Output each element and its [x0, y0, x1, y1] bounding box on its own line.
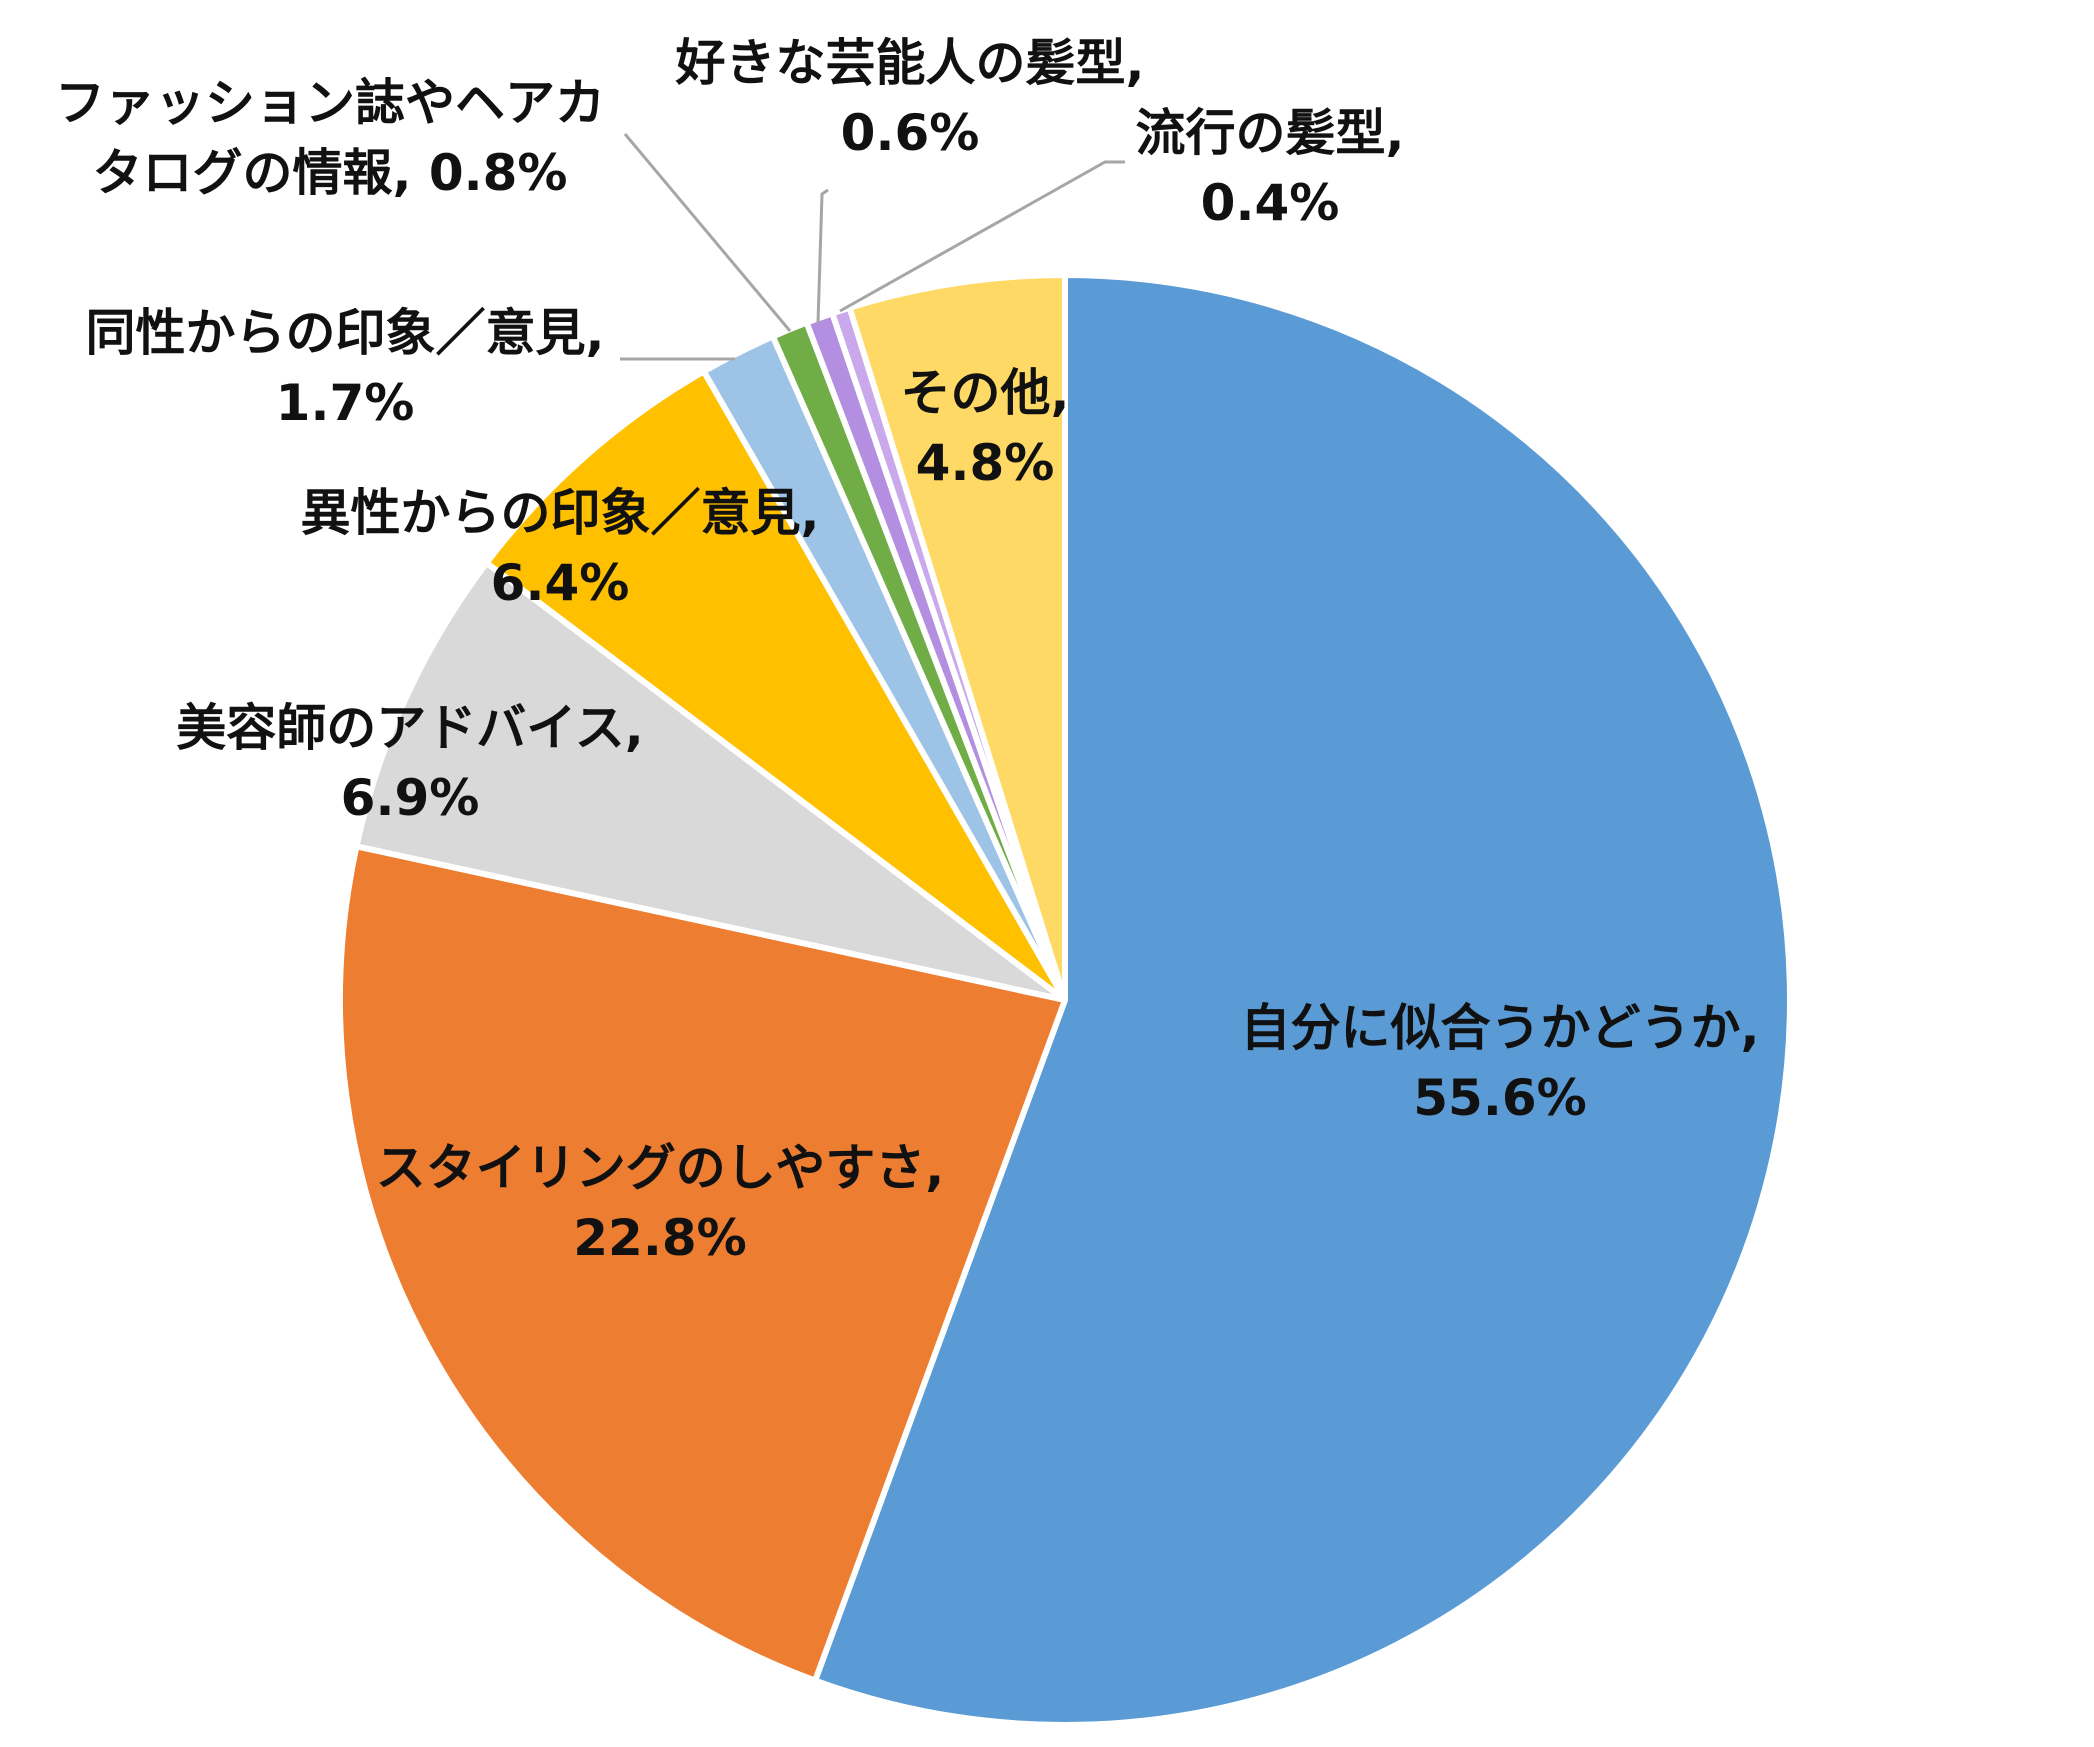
- data-label-niau: 自分に似合うかどうか, 55.6%: [1241, 999, 1760, 1127]
- data-label-line: 異性からの印象／意見,: [301, 484, 820, 542]
- leader-line-ryuukou: [839, 160, 1125, 313]
- data-label-line: 美容師のアドバイス,: [176, 699, 644, 757]
- data-label-line: 0.6%: [841, 104, 980, 162]
- pie-slice-sonota: [846, 272, 1068, 1003]
- leader-line-geinoujin: [816, 188, 829, 324]
- data-label-line: 好きな芸能人の髪型,: [675, 34, 1145, 92]
- data-label-line: 自分に似合うかどうか,: [1241, 999, 1760, 1057]
- data-label-dousei: 同性からの印象／意見, 1.7%: [86, 304, 605, 432]
- data-label-isei: 異性からの印象／意見, 6.4%: [301, 484, 820, 612]
- data-label-line: 4.8%: [916, 434, 1055, 492]
- data-label-line: 22.8%: [573, 1209, 746, 1267]
- data-label-line: 1.7%: [276, 374, 415, 432]
- data-label-line: タログの情報, 0.8%: [92, 144, 567, 202]
- leader-line-fashion: [623, 133, 792, 332]
- data-label-ryuukou: 流行の髪型, 0.4%: [1136, 104, 1405, 232]
- pie-slice-biyoushi: [353, 559, 1068, 1003]
- data-label-sonota: その他, 4.8%: [901, 364, 1070, 492]
- pie-slice-isei: [483, 368, 1068, 1003]
- data-label-line: その他,: [901, 364, 1070, 422]
- data-label-line: 6.4%: [491, 554, 630, 612]
- data-labels: 自分に似合うかどうか, 55.6% スタイリングのしやすさ, 22.8% 美容師のアドバ…: [55, 34, 1760, 1267]
- data-label-line: 0.4%: [1201, 174, 1340, 232]
- leader-lines: [620, 133, 1125, 361]
- pie-slice-niau: [812, 272, 1793, 1728]
- data-label-line: スタイリングのしやすさ,: [376, 1139, 945, 1197]
- data-label-line: ファッション誌やヘアカ: [55, 74, 605, 132]
- data-label-styling: スタイリングのしやすさ, 22.8%: [376, 1139, 945, 1267]
- data-label-line: 6.9%: [341, 769, 480, 827]
- data-label-biyoushi: 美容師のアドバイス, 6.9%: [176, 699, 644, 827]
- data-label-line: 55.6%: [1413, 1069, 1586, 1127]
- pie-slice-styling: [336, 843, 1068, 1684]
- data-label-line: 流行の髪型,: [1136, 104, 1405, 162]
- data-label-line: 同性からの印象／意見,: [86, 304, 605, 362]
- data-label-fashion: ファッション誌やヘアカタログの情報, 0.8%: [55, 74, 605, 202]
- data-label-geinoujin: 好きな芸能人の髪型, 0.6%: [675, 34, 1145, 162]
